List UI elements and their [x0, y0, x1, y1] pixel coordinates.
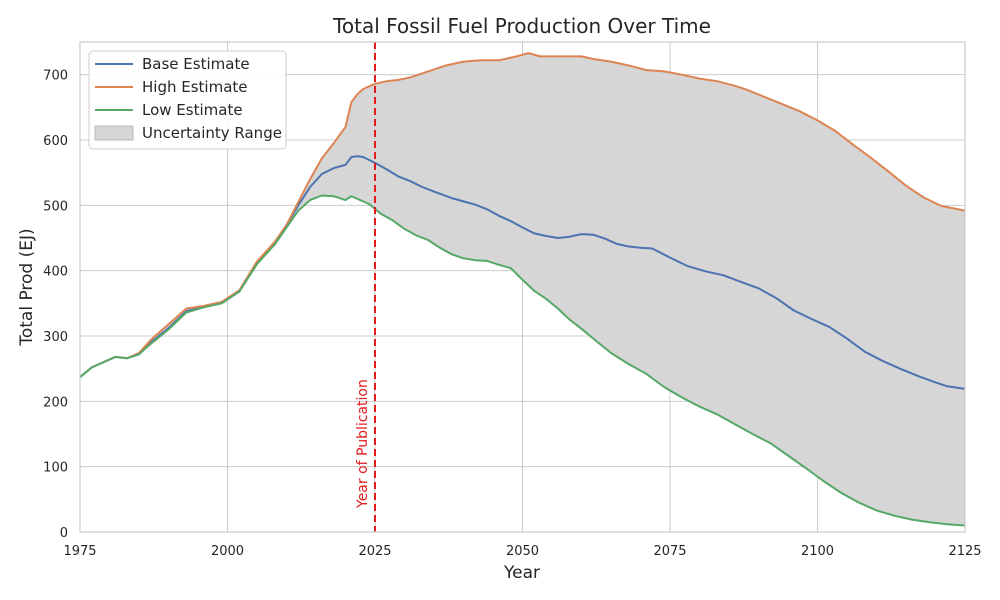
legend-label-high-estimate: High Estimate	[142, 78, 248, 96]
x-tick-labels: 1975 2000 2025 2050 2075 2100 2125	[63, 544, 981, 559]
plot-frame	[79, 41, 966, 533]
x-tick-label: 2075	[653, 544, 686, 559]
x-tick-label: 2100	[801, 544, 834, 559]
series-line-high-estimate	[79, 52, 966, 378]
y-tick-label: 600	[43, 134, 68, 149]
legend-swatch-uncertainty-range	[94, 125, 134, 141]
year-of-publication-label: Year of Publication	[355, 379, 371, 509]
series-lines	[79, 52, 966, 527]
y-tick-label: 500	[43, 199, 68, 214]
legend-label-low-estimate: Low Estimate	[142, 101, 243, 119]
x-tick-label: 2000	[211, 544, 244, 559]
y-tick-label: 100	[43, 461, 68, 476]
legend: Base Estimate High Estimate Low Estimate…	[88, 50, 287, 150]
y-tick-label: 700	[43, 69, 68, 84]
legend-box	[88, 50, 287, 150]
y-tick-label: 400	[43, 265, 68, 280]
y-axis-title: Total Prod (EJ)	[17, 228, 37, 346]
legend-label-uncertainty-range: Uncertainty Range	[142, 124, 282, 142]
y-tick-label: 200	[43, 395, 68, 410]
x-tick-label: 2125	[948, 544, 981, 559]
chart-title: Total Fossil Fuel Production Over Time	[332, 14, 711, 38]
x-tick-label: 1975	[63, 544, 96, 559]
y-tick-label: 300	[43, 330, 68, 345]
series-line-low-estimate	[79, 194, 966, 527]
legend-label-base-estimate: Base Estimate	[142, 55, 250, 73]
x-axis-title: Year	[503, 563, 540, 583]
y-tick-labels: 0 100 200 300 400 500 600 700	[43, 69, 68, 541]
y-tick-label: 0	[60, 526, 68, 541]
uncertainty-range-band	[80, 53, 965, 526]
x-tick-label: 2050	[506, 544, 539, 559]
x-tick-label: 2025	[358, 544, 391, 559]
